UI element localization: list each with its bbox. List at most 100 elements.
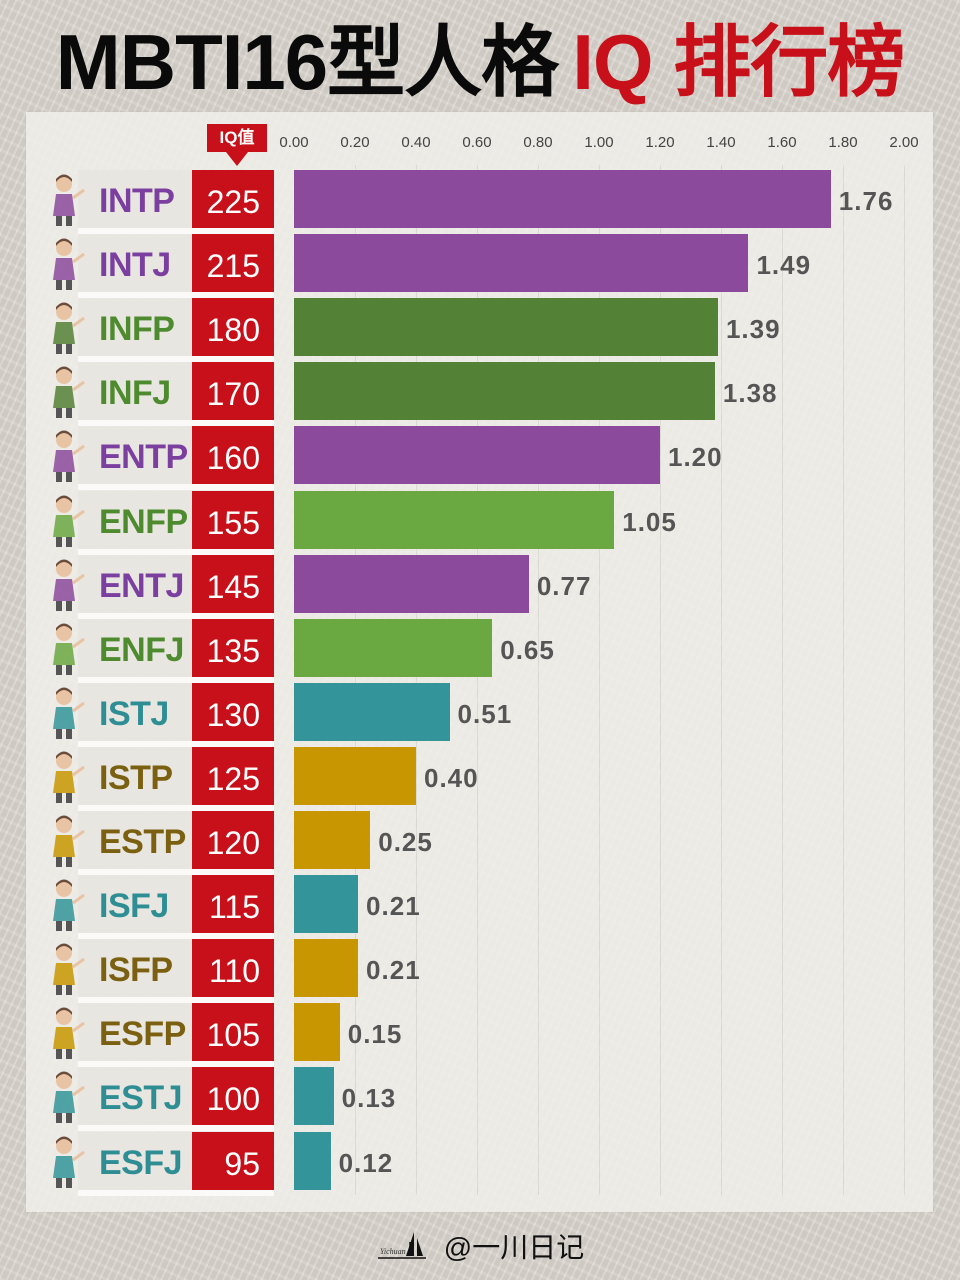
fairy-avatar-icon xyxy=(44,300,90,356)
chef-avatar-icon xyxy=(44,1134,90,1190)
iq-value: 215 xyxy=(192,234,274,293)
mbti-type-label: ESTJ xyxy=(99,1079,183,1118)
x-tick-label: 1.40 xyxy=(706,134,736,151)
bar xyxy=(294,490,615,549)
iq-arrow-stem xyxy=(233,148,241,154)
bar xyxy=(294,875,359,934)
inspector-avatar-icon xyxy=(44,685,90,741)
chart-row: INFP 180 1.39 xyxy=(0,298,960,363)
elf-avatar-icon xyxy=(44,493,90,549)
x-tick-label: 2.00 xyxy=(889,134,919,151)
mbti-type-label: INTP xyxy=(99,182,175,220)
bar-value-label: 0.15 xyxy=(347,1019,403,1050)
bar-value-label: 1.39 xyxy=(725,314,781,345)
bar-value-label: 1.76 xyxy=(838,186,894,216)
x-tick-label: 0.00 xyxy=(279,134,309,151)
bar xyxy=(294,234,749,293)
iq-value: 125 xyxy=(192,746,274,805)
footer: Yichuan @一川日记 xyxy=(0,1228,960,1271)
bar xyxy=(294,554,529,613)
iq-value: 115 xyxy=(192,875,274,934)
bar-value-label: 1.49 xyxy=(756,250,812,281)
bar-value-label: 0.40 xyxy=(424,762,479,793)
nurse-avatar-icon xyxy=(44,877,90,933)
gridline xyxy=(904,165,905,1195)
chart-row: ENTP 160 1.20 xyxy=(0,426,960,491)
iq-value: 170 xyxy=(192,362,274,421)
bar-value-label: 0.21 xyxy=(366,891,421,922)
x-tick-label: 1.80 xyxy=(828,134,858,151)
bar-value-label: 0.21 xyxy=(366,955,421,986)
x-tick-label: 0.80 xyxy=(523,134,553,151)
footer-handle: @一川日记 xyxy=(443,1231,585,1263)
gridline xyxy=(660,165,661,1195)
bar-value-label: 0.65 xyxy=(500,634,555,665)
mbti-type-label: INFP xyxy=(99,310,175,349)
artist-avatar-icon xyxy=(44,941,90,997)
x-tick-label: 1.60 xyxy=(767,134,797,151)
mbti-type-label: ISFJ xyxy=(99,887,169,926)
iq-value: 135 xyxy=(192,618,274,677)
x-tick-label: 1.20 xyxy=(645,134,675,151)
svg-text:Yichuan: Yichuan xyxy=(380,1247,406,1256)
teacher-avatar-icon xyxy=(44,557,90,613)
bar xyxy=(294,1067,334,1126)
chart-row: INTJ 215 1.49 xyxy=(0,234,960,299)
bar xyxy=(294,1003,340,1062)
boat-signature-icon: Yichuan xyxy=(376,1228,436,1271)
bar xyxy=(294,1131,331,1190)
iq-value: 120 xyxy=(192,811,274,869)
iq-value: 225 xyxy=(192,170,274,228)
mbti-type-label: ISTJ xyxy=(99,694,169,733)
bar xyxy=(294,618,493,677)
bar-value-label: 0.13 xyxy=(341,1083,397,1114)
bar xyxy=(294,426,660,485)
iq-value: 160 xyxy=(192,426,274,485)
mbti-type-label: ESFJ xyxy=(99,1143,183,1182)
gridline xyxy=(843,165,844,1195)
knight-avatar-icon xyxy=(44,621,90,677)
mbti-type-label: ISFP xyxy=(99,951,173,990)
wizard-avatar-icon xyxy=(44,364,90,420)
mbti-type-label: ESTP xyxy=(99,823,186,861)
iq-column-header: IQ值 xyxy=(207,124,267,152)
gridline xyxy=(355,165,356,1195)
iq-value: 130 xyxy=(192,682,274,741)
mechanic-avatar-icon xyxy=(44,749,90,805)
iq-value: 105 xyxy=(192,1003,274,1062)
chart-row: ESTP 120 0.25 xyxy=(0,811,960,875)
bar xyxy=(294,939,359,998)
mbti-type-label: ENFJ xyxy=(99,630,184,669)
gridline xyxy=(782,165,783,1195)
dancer-avatar-icon xyxy=(44,1005,90,1061)
mbti-type-label: ENFP xyxy=(99,502,188,541)
chart-row: ENFJ 135 0.65 xyxy=(0,618,960,683)
page-title: MBTI16型人格 IQ 排行榜 xyxy=(0,14,960,110)
bar xyxy=(294,746,416,805)
chart-row: ISFP 110 0.21 xyxy=(0,939,960,1004)
x-tick-label: 1.00 xyxy=(584,134,614,151)
bar-value-label: 1.05 xyxy=(622,506,677,537)
gridline xyxy=(599,165,600,1195)
chart-row: ISTP 125 0.40 xyxy=(0,746,960,811)
chart-row: ENTJ 145 0.77 xyxy=(0,554,960,619)
iq-value: 100 xyxy=(192,1067,274,1126)
bar-value-label: 0.77 xyxy=(536,570,592,601)
bar-value-label: 1.20 xyxy=(668,442,723,473)
bar xyxy=(294,170,831,228)
chart-row: ENFP 155 1.05 xyxy=(0,490,960,555)
gridline xyxy=(477,165,478,1195)
bar-value-label: 1.38 xyxy=(722,378,778,409)
mbti-type-label: ENTJ xyxy=(99,566,184,605)
bar xyxy=(294,682,450,741)
mbti-type-label: INTJ xyxy=(99,246,171,285)
bar-value-label: 0.51 xyxy=(457,698,513,729)
bar xyxy=(294,298,718,357)
chart-row: ISFJ 115 0.21 xyxy=(0,875,960,940)
engineer-avatar-icon xyxy=(44,1069,90,1125)
title-red: IQ 排行榜 xyxy=(572,18,905,106)
chart-row: INFJ 170 1.38 xyxy=(0,362,960,427)
iq-value: 155 xyxy=(192,490,274,549)
arrow-down-icon xyxy=(226,152,248,166)
gridline xyxy=(416,165,417,1195)
